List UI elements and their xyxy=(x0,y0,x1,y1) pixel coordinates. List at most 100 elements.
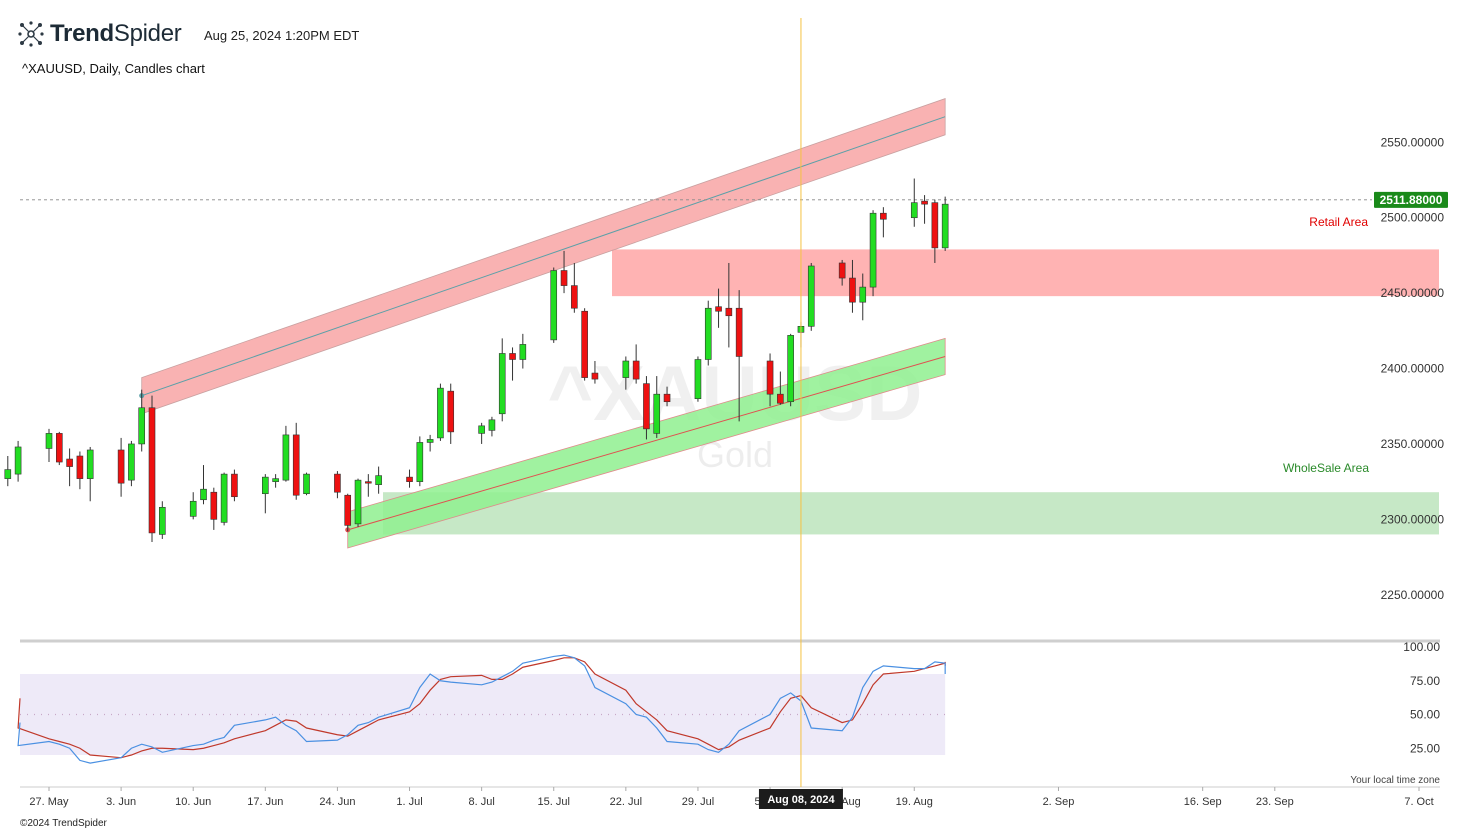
candle xyxy=(735,290,743,422)
candle xyxy=(334,471,341,499)
candle xyxy=(653,376,661,438)
candle xyxy=(128,440,135,487)
candle-body xyxy=(931,202,939,249)
cursor-date-label: Aug 08, 2024 xyxy=(767,794,835,806)
candle-body xyxy=(777,393,784,404)
price-tick-label: 2350.00000 xyxy=(1381,437,1445,451)
stochastic-k-line xyxy=(17,654,946,764)
candle xyxy=(519,333,527,369)
candle xyxy=(725,262,733,348)
candle xyxy=(571,262,578,313)
candle xyxy=(591,361,599,384)
time-tick-label: 29. Jul xyxy=(682,796,714,808)
last-price-tag xyxy=(1374,191,1448,208)
brand-logo: TrendSpider xyxy=(18,20,182,48)
candle-body xyxy=(519,344,527,360)
price-tick-label: 2550.00000 xyxy=(1381,135,1445,149)
time-tick-label: 24. Jun xyxy=(319,796,355,808)
candle-body xyxy=(941,203,949,249)
candle xyxy=(292,422,300,500)
candle-body xyxy=(653,393,661,434)
time-tick-label: 2. Sep xyxy=(1043,796,1075,808)
candle-body xyxy=(138,407,146,445)
time-tick-label: 23. Sep xyxy=(1256,796,1294,808)
candle xyxy=(880,207,887,238)
candle xyxy=(220,472,228,526)
candle-body xyxy=(189,500,197,517)
candle-body xyxy=(643,383,650,430)
stochastic-tick-label: 25.00 xyxy=(1410,741,1440,755)
candle-body xyxy=(807,265,815,327)
candle xyxy=(138,389,146,452)
candle xyxy=(931,199,939,263)
candle-body xyxy=(86,449,94,479)
candles xyxy=(4,178,1372,542)
candle xyxy=(365,474,372,497)
candle xyxy=(437,383,444,441)
candle xyxy=(231,469,238,502)
wholesale-area-label: WholeSale Area xyxy=(1283,461,1369,475)
candle xyxy=(478,422,485,444)
candle xyxy=(56,431,63,466)
candle xyxy=(86,446,94,502)
candle xyxy=(45,428,53,463)
stochastic-tick-label: 75.00 xyxy=(1410,674,1440,688)
last-price-label: 2511.88000 xyxy=(1380,193,1443,207)
time-tick-label: 17. Jun xyxy=(247,796,283,808)
candle xyxy=(498,338,506,422)
candle-body xyxy=(159,506,166,535)
candle xyxy=(550,267,558,343)
candle-body xyxy=(375,475,382,485)
candle xyxy=(560,250,568,294)
candle-body xyxy=(869,212,877,288)
candle-body xyxy=(344,494,352,526)
chart-subtitle: ^XAUUSD, Daily, Candles chart xyxy=(22,61,205,76)
time-tick-label: 15. Jul xyxy=(538,796,570,808)
candle xyxy=(488,416,496,437)
candle xyxy=(447,383,455,444)
candle xyxy=(787,333,794,407)
candle-body xyxy=(694,359,702,400)
zones: Retail Area WholeSale Area xyxy=(383,215,1439,535)
candle-body xyxy=(447,390,455,433)
candle-body xyxy=(14,446,22,475)
candle-body xyxy=(838,262,846,279)
candle-body xyxy=(735,307,743,357)
candle xyxy=(838,259,846,286)
candle-body xyxy=(200,488,207,501)
candle-body xyxy=(210,491,218,520)
candle-body xyxy=(66,458,73,467)
time-tick-label: 16. Sep xyxy=(1184,796,1222,808)
candle-body xyxy=(231,473,238,498)
candle xyxy=(869,210,877,297)
candle-body xyxy=(787,335,794,403)
candle xyxy=(581,308,588,381)
candle xyxy=(777,371,784,405)
retail-area-zone xyxy=(612,249,1439,297)
candle xyxy=(416,436,424,487)
candle-body xyxy=(437,387,444,439)
candle-body xyxy=(292,434,300,496)
candle-body xyxy=(498,353,506,415)
candle xyxy=(509,347,516,381)
candle xyxy=(189,492,197,520)
candle xyxy=(375,466,382,494)
candle-body xyxy=(704,307,712,360)
candle xyxy=(663,386,671,407)
candle-body xyxy=(148,407,156,534)
candle-body xyxy=(715,306,722,312)
candle xyxy=(159,501,166,539)
time-tick-label: 19. Aug xyxy=(896,796,933,808)
candle xyxy=(354,478,362,527)
price-tick-label: 2300.00000 xyxy=(1381,512,1445,526)
candle xyxy=(643,376,650,440)
candle-body xyxy=(334,473,341,493)
candle xyxy=(807,262,815,331)
candle-body xyxy=(128,443,135,481)
candle xyxy=(910,178,918,227)
price-tick-label: 2250.00000 xyxy=(1381,588,1445,602)
candle xyxy=(715,288,722,328)
candle-body xyxy=(581,310,588,378)
candle-body xyxy=(365,481,372,484)
